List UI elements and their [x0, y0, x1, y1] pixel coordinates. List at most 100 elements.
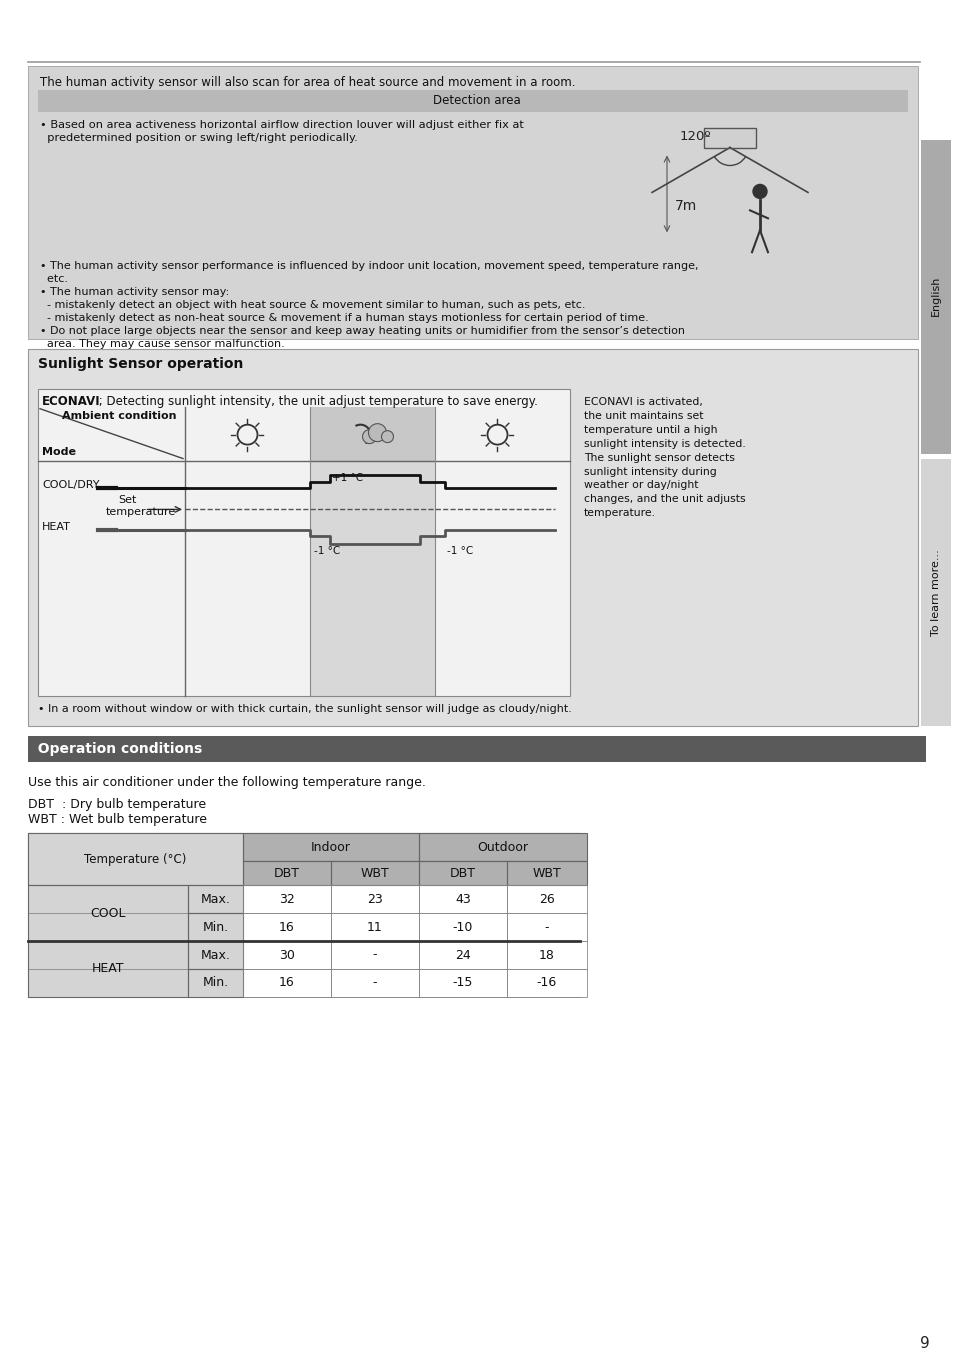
Bar [703, 127, 755, 148]
Text: 23: 23 [367, 892, 382, 906]
Bar [38, 89, 907, 111]
Text: 9: 9 [920, 1336, 929, 1351]
Bar [418, 913, 506, 941]
Text: area. They may cause sensor malfunction.: area. They may cause sensor malfunction. [40, 338, 284, 349]
Bar [188, 969, 243, 997]
Bar [331, 913, 418, 941]
Bar [418, 886, 506, 913]
Text: 43: 43 [455, 892, 471, 906]
Bar [28, 349, 917, 726]
Text: ECONAVI is activated,: ECONAVI is activated, [583, 397, 702, 406]
Bar [331, 861, 418, 886]
Text: weather or day/night: weather or day/night [583, 481, 698, 490]
Text: ; Detecting sunlight intensity, the unit adjust temperature to save energy.: ; Detecting sunlight intensity, the unit… [95, 395, 537, 408]
Bar [28, 941, 188, 997]
Bar [28, 969, 579, 997]
Text: • Based on area activeness horizontal airflow direction louver will adjust eithe: • Based on area activeness horizontal ai… [40, 119, 523, 130]
Text: ECONAVI: ECONAVI [42, 395, 100, 408]
Bar [28, 834, 579, 861]
Text: Detection area: Detection area [433, 93, 520, 107]
Text: -10: -10 [453, 921, 473, 934]
Text: the unit maintains set: the unit maintains set [583, 410, 702, 421]
Bar [506, 969, 586, 997]
Bar [331, 861, 418, 886]
Text: -16: -16 [537, 976, 557, 990]
Text: temperature until a high: temperature until a high [583, 425, 717, 435]
Text: DBT: DBT [274, 867, 299, 880]
Bar [331, 969, 418, 997]
Bar [418, 969, 506, 997]
Bar [243, 941, 331, 969]
Text: +1 °C: +1 °C [332, 473, 363, 482]
Text: Sunlight Sensor operation: Sunlight Sensor operation [38, 357, 243, 371]
Bar [418, 969, 506, 997]
Circle shape [362, 429, 376, 444]
Bar [28, 66, 917, 338]
Bar [28, 913, 579, 941]
Text: Indoor: Indoor [311, 841, 351, 854]
Bar [243, 861, 331, 886]
Bar [418, 886, 506, 913]
Bar [506, 969, 586, 997]
Text: -: - [373, 976, 376, 990]
Circle shape [752, 184, 766, 199]
Bar [28, 861, 579, 886]
Text: Outdoor: Outdoor [477, 841, 528, 854]
Text: The human activity sensor will also scan for area of heat source and movement in: The human activity sensor will also scan… [40, 76, 575, 89]
Bar [331, 913, 418, 941]
Bar [243, 834, 418, 861]
Text: 16: 16 [279, 921, 294, 934]
Text: HEAT: HEAT [42, 523, 71, 532]
Text: temperature: temperature [106, 508, 176, 517]
Bar [418, 834, 586, 861]
Bar [310, 406, 435, 460]
Text: Use this air conditioner under the following temperature range.: Use this air conditioner under the follo… [28, 776, 425, 788]
Text: WBT: WBT [532, 867, 560, 880]
Bar [331, 886, 418, 913]
Bar [920, 139, 950, 454]
Text: -: - [544, 921, 549, 934]
Text: -1 °C: -1 °C [314, 546, 340, 556]
Text: etc.: etc. [40, 274, 68, 284]
Bar [703, 127, 755, 148]
Bar [188, 913, 243, 941]
Bar [331, 886, 418, 913]
Bar [506, 861, 586, 886]
Bar [188, 941, 243, 969]
Text: Mode: Mode [42, 447, 76, 456]
Bar [28, 66, 917, 338]
Bar [243, 886, 331, 913]
Text: Max.: Max. [200, 892, 231, 906]
Bar [243, 941, 331, 969]
Text: 16: 16 [279, 976, 294, 990]
Text: WBT: WBT [360, 867, 389, 880]
Bar [506, 886, 586, 913]
Bar [418, 941, 506, 969]
Bar [506, 941, 586, 969]
Text: 32: 32 [279, 892, 294, 906]
Circle shape [368, 424, 386, 441]
Text: DBT  : Dry bulb temperature: DBT : Dry bulb temperature [28, 798, 206, 811]
Bar [28, 834, 579, 861]
Bar [188, 941, 243, 969]
Bar [418, 861, 506, 886]
Text: HEAT: HEAT [91, 963, 124, 975]
Text: • In a room without window or with thick curtain, the sunlight sensor will judge: • In a room without window or with thick… [38, 704, 571, 714]
Bar [28, 834, 243, 886]
Bar [310, 460, 435, 696]
Text: COOL: COOL [91, 907, 126, 919]
Text: sunlight intensity is detected.: sunlight intensity is detected. [583, 439, 745, 448]
Bar [506, 861, 586, 886]
Bar [28, 861, 579, 886]
Text: The sunlight sensor detects: The sunlight sensor detects [583, 452, 734, 463]
Bar [38, 389, 569, 696]
Bar [418, 834, 586, 861]
Bar [28, 941, 579, 969]
Text: WBT : Wet bulb temperature: WBT : Wet bulb temperature [28, 814, 207, 826]
Bar [243, 861, 331, 886]
Bar [506, 913, 586, 941]
Text: • The human activity sensor performance is influenced by indoor unit location, m: • The human activity sensor performance … [40, 261, 698, 271]
Bar [28, 735, 925, 761]
Bar [506, 941, 586, 969]
Bar [28, 969, 579, 997]
